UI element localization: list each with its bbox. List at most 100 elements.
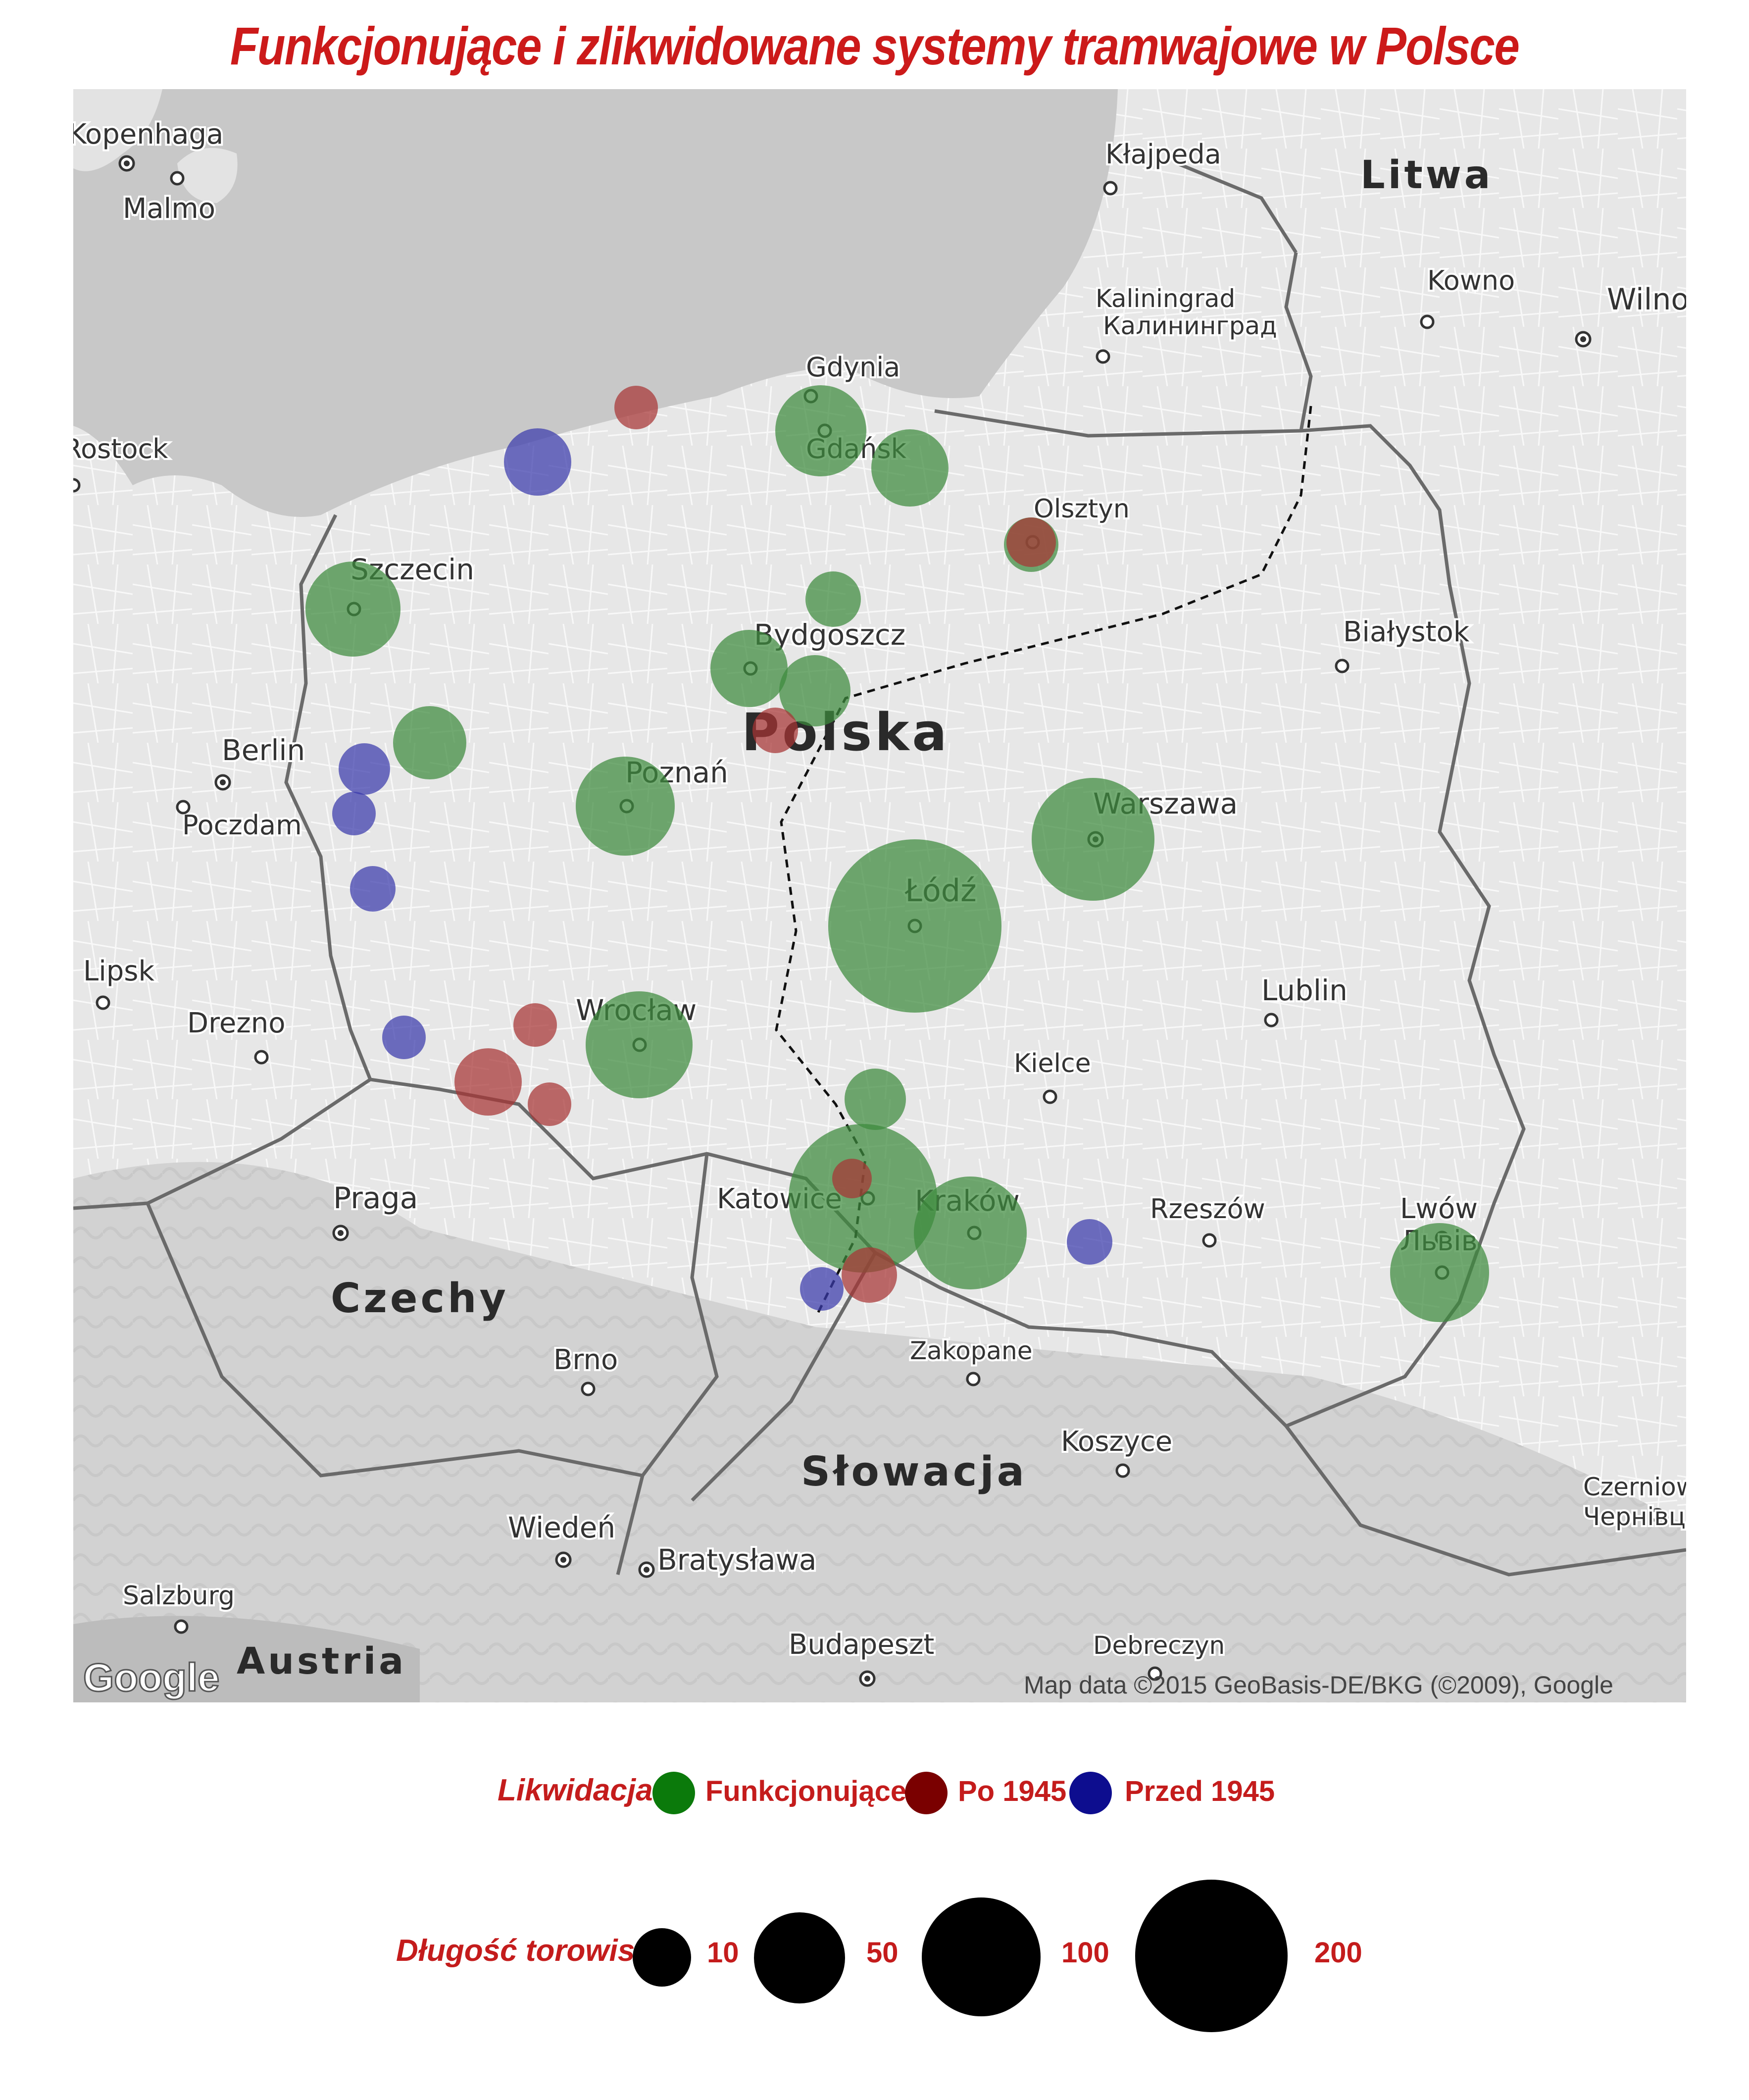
tram-bubble-functioning[interactable] bbox=[805, 571, 861, 627]
country-label-litwa: Litwa bbox=[1360, 153, 1493, 198]
alps-relief bbox=[73, 1616, 420, 1702]
size-label-10: 10 bbox=[707, 1937, 739, 1969]
tram-bubble-after-1945[interactable] bbox=[752, 708, 798, 753]
status-legend-title: Likwidacja bbox=[498, 1773, 653, 1807]
tram-bubble-before-1945[interactable] bbox=[800, 1267, 844, 1311]
city-marker-capital bbox=[644, 1567, 650, 1573]
city-label: Kowno bbox=[1427, 265, 1515, 296]
size-dot-200 bbox=[1135, 1880, 1288, 2032]
tram-bubble-before-1945[interactable] bbox=[339, 743, 390, 795]
country-label-austria: Austria bbox=[237, 1640, 406, 1683]
city-label: Zakopane bbox=[910, 1336, 1033, 1365]
city-label: Brno bbox=[553, 1344, 618, 1376]
city-label: Debreczyn bbox=[1093, 1631, 1225, 1660]
city-label: Wilno bbox=[1607, 282, 1686, 317]
city-label: Чернівці bbox=[1583, 1502, 1686, 1531]
city-label: Drezno bbox=[187, 1007, 286, 1039]
tram-bubble-functioning[interactable] bbox=[828, 839, 1001, 1013]
city-marker bbox=[1202, 1233, 1217, 1248]
city-marker bbox=[1096, 349, 1110, 364]
city-label: Lwów bbox=[1400, 1193, 1478, 1225]
city-label: Berlin bbox=[222, 733, 305, 767]
city-marker bbox=[581, 1382, 596, 1396]
city-label: Poczdam bbox=[182, 810, 302, 841]
tram-bubble-after-1945[interactable] bbox=[1006, 517, 1056, 567]
tram-bubble-before-1945[interactable] bbox=[350, 866, 396, 912]
tram-bubble-before-1945[interactable] bbox=[504, 428, 571, 496]
tram-bubble-functioning[interactable] bbox=[586, 991, 693, 1098]
size-label-100: 100 bbox=[1061, 1937, 1109, 1969]
city-label: Lublin bbox=[1261, 973, 1348, 1007]
city-marker bbox=[170, 171, 185, 186]
city-label: Калининград bbox=[1103, 311, 1277, 340]
tram-bubble-functioning[interactable] bbox=[305, 562, 400, 657]
tram-bubble-functioning[interactable] bbox=[779, 655, 850, 726]
tram-bubble-functioning[interactable] bbox=[914, 1177, 1027, 1289]
city-label: Czerniowce bbox=[1583, 1473, 1686, 1501]
city-label: Kłajpeda bbox=[1105, 139, 1221, 170]
tram-bubble-functioning[interactable] bbox=[775, 385, 866, 476]
city-marker bbox=[1148, 1666, 1162, 1681]
city-label: Białystok bbox=[1343, 616, 1470, 648]
city-label: Salzburg bbox=[123, 1581, 235, 1611]
city-label: Gdynia bbox=[806, 352, 900, 383]
city-label: Kielce bbox=[1014, 1049, 1091, 1078]
city-marker bbox=[1650, 1508, 1665, 1523]
tram-bubble-functioning[interactable] bbox=[1032, 778, 1154, 901]
size-dot-10 bbox=[633, 1928, 691, 1987]
city-label: Praga bbox=[333, 1181, 418, 1216]
city-marker bbox=[966, 1372, 981, 1386]
city-marker-capital bbox=[338, 1230, 344, 1236]
tram-system-bubbles[interactable] bbox=[305, 385, 1489, 1322]
city-label: Malmo bbox=[123, 193, 215, 225]
legend-dot-before-1945 bbox=[1069, 1772, 1112, 1814]
tram-bubble-after-1945[interactable] bbox=[454, 1048, 522, 1116]
city-label: Wiedeń bbox=[508, 1511, 615, 1544]
tram-bubble-functioning[interactable] bbox=[393, 706, 466, 779]
tram-bubble-after-1945[interactable] bbox=[614, 386, 658, 429]
tram-bubble-functioning[interactable] bbox=[1390, 1223, 1489, 1322]
size-dot-50 bbox=[754, 1912, 845, 2003]
city-marker bbox=[1420, 314, 1435, 329]
tram-bubble-functioning[interactable] bbox=[789, 1124, 937, 1273]
tram-bubble-functioning[interactable] bbox=[710, 630, 788, 707]
city-marker bbox=[254, 1050, 269, 1065]
city-label: Lipsk bbox=[83, 955, 154, 987]
city-marker-capital bbox=[220, 779, 226, 785]
tram-bubble-functioning[interactable] bbox=[576, 757, 675, 856]
city-label: Kaliningrad bbox=[1096, 284, 1235, 313]
legend-dot-functioning bbox=[652, 1772, 695, 1814]
city-label: Olsztyn bbox=[1034, 494, 1130, 524]
city-marker bbox=[1115, 1463, 1130, 1478]
tram-bubble-before-1945[interactable] bbox=[1067, 1219, 1112, 1265]
city-marker bbox=[176, 800, 191, 815]
city-labels: Kłajpeda Kowno Wilno KaliningradКалининград… bbox=[73, 116, 1686, 1687]
city-marker-capital bbox=[124, 160, 130, 166]
city-marker bbox=[1103, 181, 1118, 196]
city-label: Budapeszt bbox=[789, 1629, 934, 1661]
tram-bubble-after-1945[interactable] bbox=[528, 1082, 571, 1126]
tram-bubble-after-1945[interactable] bbox=[513, 1003, 557, 1047]
baltic-sea bbox=[73, 89, 1118, 517]
tram-bubble-functioning[interactable] bbox=[845, 1069, 906, 1130]
city-marker bbox=[1335, 659, 1349, 673]
tram-bubble-before-1945[interactable] bbox=[382, 1016, 426, 1059]
city-label: Rzeszów bbox=[1150, 1193, 1265, 1225]
tram-bubble-after-1945[interactable] bbox=[842, 1247, 897, 1303]
size-label-200: 200 bbox=[1314, 1937, 1362, 1969]
size-legend-title: Długość torowisk bbox=[396, 1934, 652, 1968]
tram-bubble-after-1945[interactable] bbox=[832, 1159, 872, 1198]
city-label: Rostock bbox=[73, 433, 168, 464]
map-panel[interactable]: Polska Litwa Czechy Słowacja Austria Kła… bbox=[73, 89, 1686, 1702]
legend-label-before-1945: Przed 1945 bbox=[1125, 1775, 1275, 1807]
map-canvas[interactable]: Polska Litwa Czechy Słowacja Austria Kła… bbox=[73, 89, 1686, 1702]
city-label: Bratysława bbox=[657, 1543, 816, 1577]
city-marker bbox=[96, 995, 110, 1010]
city-marker bbox=[174, 1619, 189, 1634]
status-legend: Likwidacja Funkcjonujące Po 1945 Przed 1… bbox=[0, 1768, 1749, 1827]
tram-bubble-functioning[interactable] bbox=[871, 429, 949, 507]
city-marker-capital bbox=[1580, 336, 1586, 342]
city-marker bbox=[1264, 1013, 1279, 1027]
city-marker-capital bbox=[560, 1557, 566, 1563]
tram-bubble-before-1945[interactable] bbox=[332, 792, 376, 835]
